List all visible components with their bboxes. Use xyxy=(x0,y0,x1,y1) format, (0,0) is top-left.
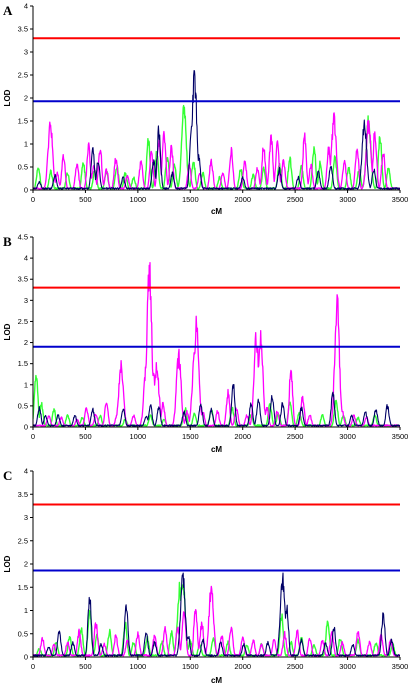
x-tick-label: 3500 xyxy=(392,195,409,204)
x-tick-label: 0 xyxy=(31,662,35,671)
y-tick-label: 1.5 xyxy=(18,117,28,126)
x-tick-label: 500 xyxy=(79,432,92,441)
y-tick-label: 2.5 xyxy=(18,317,28,326)
y-tick-label: 2 xyxy=(24,560,28,569)
y-tick-label: 0 xyxy=(24,186,28,195)
x-axis-label: cM xyxy=(211,445,222,454)
y-tick-label: 1.5 xyxy=(18,359,28,368)
x-tick-label: 1000 xyxy=(130,662,147,671)
series-group xyxy=(33,70,400,190)
series-line xyxy=(33,572,400,657)
y-tick-label: 4.5 xyxy=(18,233,28,242)
panel-c: C 0 0.5 1 1.5 2 2.5 3 3.5 4 0 500 1000 1500 2000 2500 30… xyxy=(3,467,408,686)
y-tick-label: 3.5 xyxy=(18,490,28,499)
x-tick-label: 2000 xyxy=(234,662,251,671)
x-tick-label: 1500 xyxy=(182,662,199,671)
x-tick-label: 2000 xyxy=(234,195,251,204)
y-axis-label: LOD xyxy=(3,323,12,340)
series-line xyxy=(33,262,400,427)
y-axis-label: LOD xyxy=(3,89,12,106)
panel-label: B xyxy=(3,234,12,249)
series-group xyxy=(33,262,400,427)
y-tick-label: 3 xyxy=(24,48,28,57)
x-tick-label: 0 xyxy=(31,432,35,441)
x-tick-label: 3500 xyxy=(392,432,409,441)
series-line xyxy=(33,374,400,427)
x-tick-label: 500 xyxy=(79,662,92,671)
x-axis-label: cM xyxy=(211,207,222,216)
x-tick-label: 2500 xyxy=(287,662,304,671)
y-tick-label: 0.5 xyxy=(18,163,28,172)
y-tick-label: 4 xyxy=(24,254,28,263)
x-tick-label: 3000 xyxy=(339,432,356,441)
y-tick-label: 2.5 xyxy=(18,536,28,545)
series-line xyxy=(33,112,400,190)
panel-a: A 0 0.5 1 1.5 2 2.5 3 3.5 4 0 500 1000 1500 2000 2500 30… xyxy=(3,2,408,217)
y-tick-label: 2.5 xyxy=(18,71,28,80)
y-tick-label: 3.5 xyxy=(18,275,28,284)
y-axis-label: LOD xyxy=(3,555,12,572)
y-tick-label: 0 xyxy=(24,653,28,662)
y-tick-label: 2 xyxy=(24,94,28,103)
x-axis-label: cM xyxy=(211,676,222,685)
series-group xyxy=(33,572,400,657)
y-tick-label: 1.5 xyxy=(18,583,28,592)
y-tick-label: 1 xyxy=(24,380,28,389)
y-tick-label: 4 xyxy=(24,467,28,476)
panel-b: B 0 0.5 1 1.5 2 2.5 3 3.5 4 4.5 0 500 1000 1500 2000 250… xyxy=(3,233,408,455)
x-tick-label: 1000 xyxy=(130,195,147,204)
y-tick-label: 0 xyxy=(24,423,28,432)
series-line xyxy=(33,70,400,190)
x-tick-label: 3000 xyxy=(339,662,356,671)
y-tick-label: 3 xyxy=(24,513,28,522)
y-tick-label: 1 xyxy=(24,140,28,149)
y-tick-label: 3.5 xyxy=(18,25,28,34)
y-tick-label: 1 xyxy=(24,606,28,615)
x-tick-label: 500 xyxy=(79,195,92,204)
y-tick-label: 4 xyxy=(24,2,28,11)
series-line xyxy=(33,383,400,427)
x-tick-label: 2000 xyxy=(234,432,251,441)
x-tick-label: 1500 xyxy=(182,432,199,441)
x-tick-label: 2500 xyxy=(287,195,304,204)
x-tick-label: 3000 xyxy=(339,195,356,204)
x-tick-label: 1500 xyxy=(182,195,199,204)
y-tick-label: 3 xyxy=(24,296,28,305)
y-tick-label: 2 xyxy=(24,338,28,347)
panel-label: C xyxy=(3,468,12,483)
x-tick-label: 1000 xyxy=(130,432,147,441)
x-tick-label: 0 xyxy=(31,195,35,204)
panel-label: A xyxy=(3,3,13,18)
x-tick-label: 2500 xyxy=(287,432,304,441)
y-tick-label: 0.5 xyxy=(18,401,28,410)
x-tick-label: 3500 xyxy=(392,662,409,671)
y-tick-label: 0.5 xyxy=(18,629,28,638)
